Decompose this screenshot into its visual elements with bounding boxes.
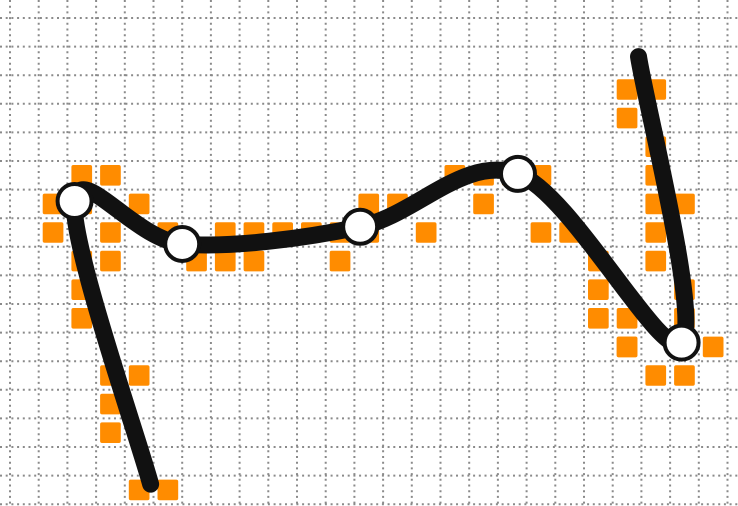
control-points[interactable]: [55, 154, 701, 362]
control-point-handle[interactable]: [55, 182, 94, 221]
raster-pixel: [616, 79, 638, 100]
raster-pixel: [415, 222, 437, 243]
raster-pixel: [473, 193, 494, 215]
raster-pixel: [674, 193, 695, 215]
control-point-handle[interactable]: [341, 207, 380, 246]
raster-pixel: [42, 222, 64, 243]
raster-pixel: [100, 222, 121, 243]
raster-pixel: [71, 165, 93, 186]
control-point-handle[interactable]: [498, 154, 537, 193]
raster-pixel: [71, 308, 93, 329]
raster-pixel: [214, 250, 236, 272]
raster-pixel: [100, 165, 121, 186]
raster-pixel: [645, 365, 667, 386]
raster-pixel: [243, 250, 265, 272]
raster-pixel: [616, 336, 638, 358]
control-point-handle[interactable]: [662, 323, 701, 362]
raster-pixel: [645, 250, 667, 272]
raster-pixel: [616, 107, 638, 129]
raster-pixel: [100, 250, 121, 272]
control-point-handle[interactable]: [163, 224, 202, 263]
raster-pixel: [588, 308, 609, 329]
raster-pixel: [128, 193, 150, 215]
raster-pixel: [702, 336, 724, 358]
raster-pixel: [157, 479, 179, 501]
raster-pixel: [530, 222, 552, 243]
raster-pixel: [588, 279, 609, 300]
raster-pixel: [329, 250, 351, 272]
raster-pixel: [616, 308, 638, 329]
raster-pixel: [674, 365, 695, 386]
raster-pixel: [645, 222, 667, 243]
raster-pixel: [100, 422, 121, 443]
raster-pixel: [128, 365, 150, 386]
